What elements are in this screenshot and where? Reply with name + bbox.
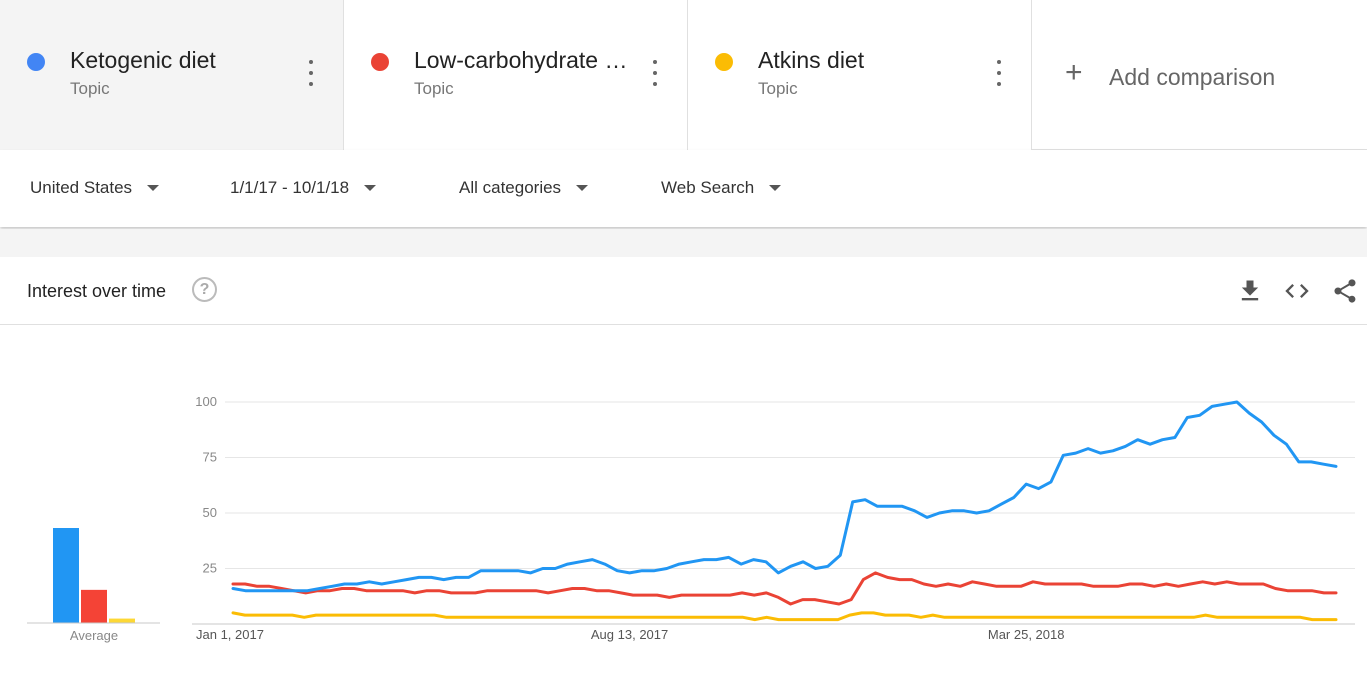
filter-bar: United States 1/1/17 - 10/1/18 All categ… (0, 150, 1367, 227)
region-dropdown[interactable]: United States (30, 178, 160, 198)
chart-gridlines: 25 50 75 100 (195, 394, 1355, 576)
date-range-dropdown[interactable]: 1/1/17 - 10/1/18 (230, 178, 377, 198)
term-type: Topic (414, 79, 454, 98)
date-range-label: 1/1/17 - 10/1/18 (230, 178, 350, 197)
search-type-dropdown[interactable]: Web Search (661, 178, 782, 198)
add-comparison-label: Add comparison (1109, 64, 1276, 90)
download-icon[interactable] (1236, 277, 1264, 305)
average-bar-3[interactable] (109, 618, 135, 623)
y-tick-label: 75 (203, 450, 217, 465)
interest-over-time-chart: Average 25 50 75 100 Jan 1, 2017 Aug 13, 201… (27, 394, 1355, 643)
y-tick-label: 25 (203, 561, 217, 576)
more-vert-icon[interactable] (300, 60, 322, 86)
more-vert-icon[interactable] (644, 60, 666, 86)
interest-over-time-header: Interest over time ? (0, 257, 1367, 325)
section-divider (0, 229, 1367, 257)
term-name: Atkins diet (758, 47, 865, 73)
region-label: United States (30, 178, 133, 197)
series-line-1[interactable] (231, 400, 1338, 593)
term-color-dot (715, 53, 733, 71)
add-comparison-button[interactable]: + Add comparison (1032, 0, 1367, 150)
more-vert-icon[interactable] (988, 60, 1010, 86)
y-tick-label: 100 (195, 394, 217, 409)
term-color-dot (371, 53, 389, 71)
chart-x-axis: Jan 1, 2017 Aug 13, 2017 Mar 25, 2018 (192, 623, 1355, 642)
comparison-bar: Ketogenic diet Topic Low-carbohydrate … … (0, 0, 1367, 150)
term-name: Ketogenic diet (70, 47, 216, 73)
term-type: Topic (758, 79, 798, 98)
x-tick-label: Aug 13, 2017 (591, 627, 668, 642)
y-tick-label: 50 (203, 505, 217, 520)
help-icon[interactable]: ? (192, 277, 217, 302)
term-color-dot (27, 53, 45, 71)
average-bar-2[interactable] (81, 589, 107, 623)
dropdown-arrow-icon (147, 185, 160, 191)
term-card-ketogenic[interactable]: Ketogenic diet Topic (0, 0, 344, 150)
term-type: Topic (70, 79, 110, 98)
embed-code-icon[interactable] (1283, 277, 1311, 305)
average-bar-chart: Average (27, 528, 160, 643)
term-name: Low-carbohydrate … (414, 47, 628, 73)
x-tick-label: Mar 25, 2018 (988, 627, 1065, 642)
search-type-label: Web Search (661, 178, 755, 197)
card-title: Interest over time (27, 281, 167, 301)
plus-icon: + (1065, 56, 1083, 89)
dropdown-arrow-icon (576, 185, 589, 191)
dropdown-arrow-icon (364, 185, 377, 191)
series-line-3[interactable] (231, 611, 1338, 622)
series-line-2[interactable] (231, 571, 1338, 606)
category-dropdown[interactable]: All categories (459, 178, 589, 198)
term-card-low-carbohydrate[interactable]: Low-carbohydrate … Topic (344, 0, 688, 150)
term-card-atkins[interactable]: Atkins diet Topic (688, 0, 1032, 150)
chart-series-lines (231, 400, 1338, 622)
dropdown-arrow-icon (769, 185, 782, 191)
average-label: Average (70, 628, 118, 643)
x-tick-label: Jan 1, 2017 (196, 627, 264, 642)
share-icon[interactable] (1331, 277, 1359, 305)
average-bar-1[interactable] (53, 528, 79, 623)
category-label: All categories (459, 178, 562, 197)
